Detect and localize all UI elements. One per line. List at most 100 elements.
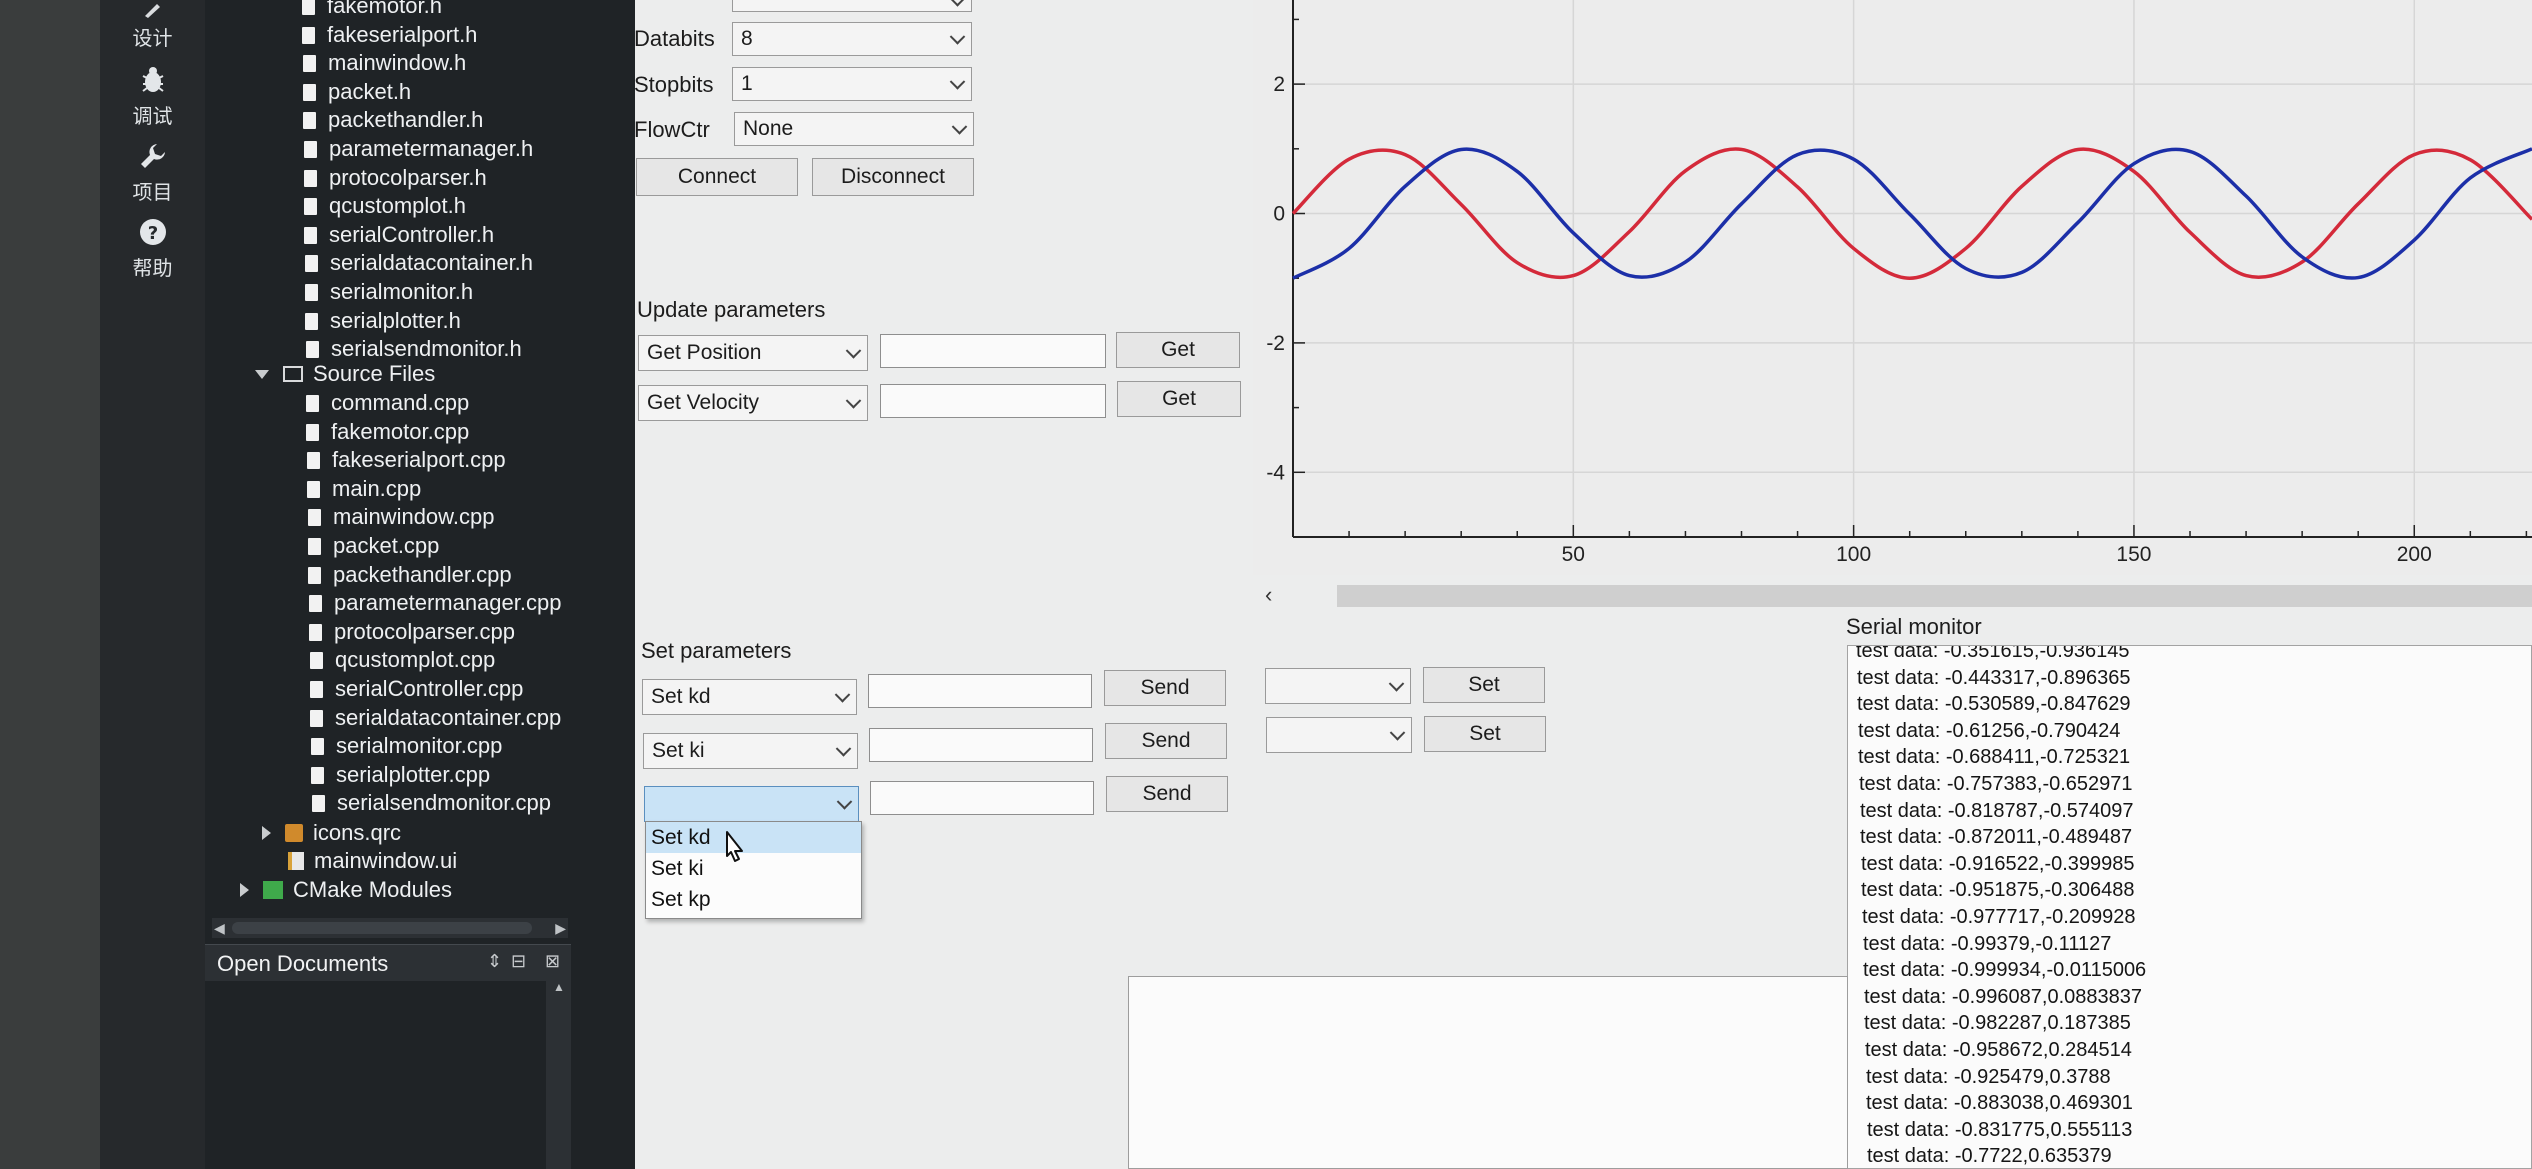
tree-file-item[interactable]: serialdatacontainer.cpp [310, 705, 561, 731]
set-button-1[interactable]: Set [1423, 667, 1545, 703]
tree-file-item[interactable]: serialplotter.cpp [311, 762, 490, 788]
open-documents-scrollbar[interactable]: ▲ [546, 980, 571, 1169]
chevron-down-icon [1389, 725, 1406, 741]
mode-design[interactable]: 设计 [100, 0, 205, 51]
ki-value-field[interactable] [869, 728, 1093, 762]
monitor-line: test data: -0.818787,-0.574097 [1860, 800, 2134, 822]
tree-file-item[interactable]: parametermanager.cpp [309, 590, 561, 616]
dropdown-option-set-ki[interactable]: Set ki [651, 857, 704, 880]
tree-file-item[interactable]: packethandler.h [303, 107, 483, 133]
monitor-line: test data: -0.351615,-0.936145 [1856, 645, 2130, 662]
tree-file-item[interactable]: fakemotor.cpp [306, 419, 469, 445]
dropdown-option-set-kd[interactable]: Set kd [646, 822, 861, 853]
tree-file-item-label: protocolparser.h [329, 165, 487, 190]
y-tick-label: 0 [1273, 203, 1285, 226]
scroll-up-icon[interactable]: ▲ [553, 980, 565, 994]
set-select-1[interactable] [1265, 668, 1411, 704]
mode-help[interactable]: ? 帮助 [100, 216, 205, 281]
tree-file-item[interactable]: fakeserialport.cpp [307, 447, 506, 473]
tree-file-item-label: serialsendmonitor.h [331, 336, 522, 361]
tree-file-item[interactable]: protocolparser.cpp [309, 619, 515, 645]
tree-file-item[interactable]: mainwindow.cpp [308, 504, 494, 530]
serial-plot[interactable]: 50 100 150 200 2 0 -2 -4 [1253, 0, 2532, 575]
mode-debug-label: 调试 [132, 106, 173, 128]
disconnect-button[interactable]: Disconnect [812, 158, 974, 196]
scroll-left-icon[interactable]: ◀ [214, 920, 225, 936]
stopbits-select[interactable]: 1 [732, 67, 972, 101]
tree-file-item[interactable]: qcustomplot.cpp [310, 647, 495, 673]
tree-item-icons-qrc[interactable]: icons.qrc [262, 820, 401, 846]
tree-file-item[interactable]: packet.cpp [308, 533, 439, 559]
set-kd-select[interactable]: Set kd [642, 679, 857, 715]
tree-file-item-label: fakeserialport.h [327, 22, 478, 47]
tree-file-item[interactable]: serialController.cpp [310, 676, 523, 702]
kd-value-field[interactable] [868, 674, 1092, 708]
tree-folder-source-files[interactable]: Source Files [255, 361, 435, 387]
tree-file-item[interactable]: serialdatacontainer.h [305, 250, 533, 276]
flowctr-select[interactable]: None [734, 112, 974, 146]
tree-file-item[interactable]: packet.h [303, 79, 411, 105]
tree-file-item[interactable]: serialplotter.h [305, 308, 461, 334]
monitor-line: test data: -0.99379,-0.11127 [1863, 933, 2112, 955]
sort-updown-icon[interactable]: ⇕ [487, 951, 503, 971]
get-position-button[interactable]: Get [1116, 332, 1240, 368]
set-button-2[interactable]: Set [1424, 716, 1546, 752]
databits-select[interactable]: 8 [732, 22, 972, 56]
tree-file-item-label: fakemotor.cpp [331, 419, 470, 444]
serial-send-input[interactable] [1128, 976, 1848, 1169]
tree-file-item[interactable]: fakemotor.h [302, 0, 442, 19]
series-line-0 [1291, 147, 2532, 280]
get-velocity-button[interactable]: Get [1117, 381, 1241, 417]
tree-file-item[interactable]: serialmonitor.h [305, 279, 473, 305]
set-ki-select[interactable]: Set ki [643, 733, 858, 769]
close-pane-icon[interactable]: ⊠ [545, 951, 561, 971]
tree-file-item[interactable]: serialsendmonitor.cpp [312, 790, 551, 816]
tree-file-item[interactable]: serialController.h [304, 222, 494, 248]
dropdown-option-set-kp[interactable]: Set kp [651, 888, 711, 911]
plot-horizontal-scrollbar[interactable]: ‹ [1253, 580, 2532, 610]
scroll-right-icon[interactable]: ▶ [555, 920, 566, 936]
tree-file-item[interactable]: qcustomplot.h [304, 193, 466, 219]
tree-file-item[interactable]: packethandler.cpp [308, 562, 512, 588]
tree-file-item[interactable]: protocolparser.h [304, 165, 487, 191]
stopbits-value: 1 [741, 72, 753, 95]
send-kd-button[interactable]: Send [1104, 670, 1226, 706]
monitor-line: test data: -0.7722,0.635379 [1867, 1145, 2112, 1167]
chevron-down-icon [835, 741, 852, 757]
chevron-left-icon[interactable]: ‹ [1265, 582, 1273, 607]
kp-value-field[interactable] [870, 781, 1094, 815]
velocity-field[interactable] [880, 384, 1106, 418]
set-select-2[interactable] [1266, 717, 1412, 753]
y-tick-label: 2 [1273, 73, 1285, 96]
tree-item-cmake-modules[interactable]: CMake Modules [240, 877, 452, 903]
tree-file-item[interactable]: mainwindow.h [303, 50, 466, 76]
tree-file-item[interactable]: command.cpp [306, 390, 469, 416]
tree-file-item[interactable]: parametermanager.h [304, 136, 533, 162]
tree-file-item-label: serialmonitor.h [330, 279, 474, 304]
serial-monitor-log[interactable]: test data: -0.351615,-0.936145 test data:… [1847, 645, 2532, 1169]
file-icon [305, 312, 318, 330]
send-ki-button[interactable]: Send [1105, 723, 1227, 759]
chevron-down-icon [949, 29, 966, 45]
tree-file-item[interactable]: main.cpp [307, 476, 421, 502]
plot-scroll-track[interactable] [1337, 585, 2532, 607]
tree-file-item[interactable]: serialsendmonitor.h [306, 336, 522, 362]
mode-projects[interactable]: 项目 [100, 140, 205, 205]
set-param-select-open[interactable] [644, 786, 859, 822]
parity-select[interactable] [732, 0, 972, 12]
tree-file-item[interactable]: fakeserialport.h [302, 22, 477, 48]
tree-file-item[interactable]: serialmonitor.cpp [311, 733, 502, 759]
get-velocity-select[interactable]: Get Velocity [638, 385, 868, 421]
svg-text:?: ? [147, 223, 157, 244]
split-icon[interactable]: ⊟ [511, 951, 527, 971]
get-position-select[interactable]: Get Position [638, 335, 868, 371]
tree-file-item-label: packethandler.h [328, 107, 484, 132]
connect-button[interactable]: Connect [636, 158, 798, 196]
position-field[interactable] [880, 334, 1106, 368]
tree-item-mainwindow-ui[interactable]: mainwindow.ui [288, 848, 457, 874]
set-param-dropdown[interactable]: Set kd Set ki Set kp [645, 821, 862, 919]
mode-debug[interactable]: 调试 [100, 64, 205, 129]
send-kp-button[interactable]: Send [1106, 776, 1228, 812]
tree-horizontal-scrollbar[interactable]: ◀ ▶ [212, 918, 568, 938]
scroll-thumb[interactable] [232, 922, 532, 934]
